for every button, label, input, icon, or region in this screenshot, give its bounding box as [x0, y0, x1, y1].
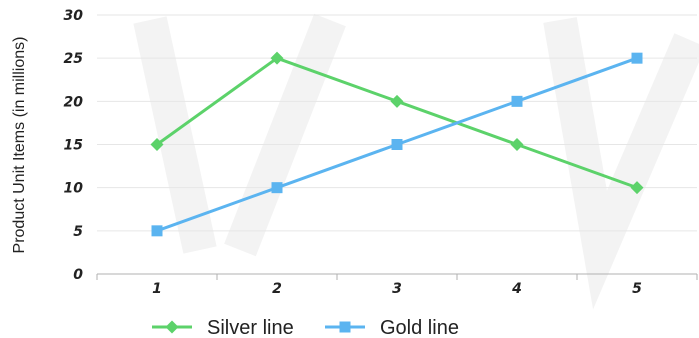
- data-point: [510, 138, 524, 151]
- x-tick-label: 4: [511, 281, 522, 297]
- series-1: [150, 51, 644, 195]
- legend-label: Silver line: [207, 317, 294, 338]
- data-point: [390, 94, 404, 108]
- y-tick-label: 0: [73, 267, 83, 283]
- x-tick-label: 3: [392, 281, 402, 297]
- legend-marker: [165, 320, 179, 334]
- y-tick-label: 30: [64, 8, 84, 24]
- y-tick-label: 20: [64, 94, 84, 110]
- y-tick-label: 5: [73, 224, 83, 240]
- data-point: [391, 139, 403, 150]
- data-point: [151, 225, 163, 237]
- legend-label: Gold line: [380, 317, 459, 338]
- data-point: [630, 181, 644, 195]
- axes: [96, 273, 698, 280]
- y-tick-label: 10: [64, 181, 84, 197]
- x-tick-label: 5: [632, 281, 642, 297]
- y-tick-label: 25: [64, 51, 84, 67]
- y-tick-labels: 0 5 10 15 20 25 30: [64, 8, 84, 283]
- y-tick-label: 15: [64, 138, 84, 154]
- data-point: [271, 182, 283, 194]
- x-tick-label: 1: [152, 281, 162, 297]
- legend-item: Gold line: [325, 317, 459, 338]
- legend-item: Silver line: [152, 317, 294, 338]
- series-layer: [150, 51, 644, 237]
- data-point: [150, 138, 164, 151]
- data-point: [270, 51, 284, 65]
- data-point: [631, 52, 643, 64]
- legend-marker: [339, 321, 351, 333]
- x-tick-label: 2: [272, 281, 282, 297]
- x-tick-labels: 1 2 3 4 5: [152, 281, 642, 297]
- series-2: [151, 52, 643, 237]
- data-point: [511, 95, 523, 107]
- legend: Silver line Gold line: [152, 317, 459, 338]
- y-axis-label: Product Unit Items (in millions): [11, 37, 28, 254]
